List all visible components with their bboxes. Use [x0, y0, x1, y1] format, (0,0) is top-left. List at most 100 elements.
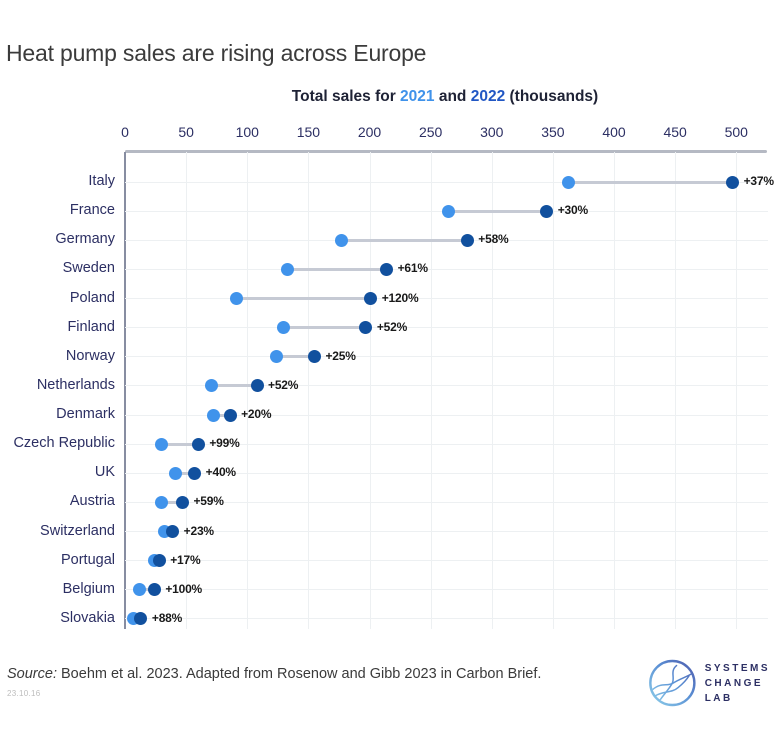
change-label: +120%: [381, 290, 419, 305]
grid-hline: [125, 356, 768, 358]
dumbbell-connector: [161, 442, 199, 446]
change-label: +52%: [268, 377, 299, 392]
dot-2021: [281, 262, 295, 276]
dot-2022: [460, 233, 474, 247]
change-label: +17%: [170, 552, 201, 567]
grid-vline: [614, 152, 615, 629]
country-label: Netherlands: [36, 376, 115, 393]
dot-2022: [726, 175, 740, 189]
dot-2022: [166, 525, 180, 539]
grid-hline: [125, 589, 768, 591]
dot-2022: [175, 495, 189, 509]
grid-hline: [125, 414, 768, 416]
country-label: Italy: [88, 173, 115, 189]
logo-line-1: SYSTEMS: [704, 662, 770, 674]
grid-hline: [125, 327, 768, 329]
dumbbell-connector: [213, 413, 231, 417]
x-tick-label: 250: [418, 124, 443, 140]
dumbbell-connector: [161, 500, 183, 504]
dumbbell-connector: [287, 267, 387, 271]
change-label: +88%: [151, 610, 183, 625]
country-label: Austria: [69, 493, 115, 510]
logo-globe-icon: [649, 659, 696, 707]
grid-hline: [125, 501, 768, 503]
grid-vline: [430, 152, 432, 629]
x-tick-label: 0: [121, 124, 129, 140]
country-label: Czech Republic: [13, 435, 115, 452]
grid-vline: [186, 152, 188, 629]
dumbbell-connector: [448, 209, 547, 213]
dumbbell-connector: [276, 355, 315, 359]
subtitle-prefix: Total sales for: [291, 88, 401, 105]
systems-change-lab-logo: SYSTEMS CHANGE LAB: [648, 655, 770, 711]
grid-vline: [308, 152, 310, 629]
country-label: Sweden: [62, 260, 115, 277]
grid-vline: [736, 152, 738, 629]
dot-2022: [307, 350, 321, 364]
x-tick-label: 300: [480, 124, 504, 140]
dot-2022: [147, 583, 161, 597]
x-tick-label: 200: [357, 124, 382, 140]
grid-vline: [369, 152, 371, 629]
grid-hline: [125, 268, 768, 270]
dot-2021: [205, 379, 219, 393]
grid-hline: [125, 443, 768, 445]
country-label: UK: [94, 464, 115, 481]
x-tick-label: 400: [602, 124, 626, 140]
grid-hline: [125, 298, 768, 300]
change-label: +25%: [325, 348, 356, 363]
country-label: Denmark: [56, 406, 115, 423]
grid-vline: [247, 152, 249, 629]
dot-2022: [134, 612, 148, 626]
change-label: +40%: [205, 465, 236, 480]
grid-vline: [552, 152, 554, 629]
grid-hline: [125, 618, 768, 620]
dot-2021: [229, 292, 243, 306]
dot-2021: [133, 583, 147, 597]
dot-2022: [380, 262, 394, 276]
dot-2022: [223, 408, 237, 422]
dot-2022: [364, 292, 378, 306]
change-label: +59%: [193, 494, 224, 509]
figure-id: 23.10.16: [7, 689, 41, 698]
change-label: +61%: [397, 261, 428, 276]
chart-title: Heat pump sales are rising across Europe: [6, 40, 427, 66]
subtitle-year-2021: 2021: [400, 88, 435, 105]
x-tick-label: 50: [178, 124, 194, 140]
grid-vline: [491, 152, 493, 629]
dumbbell-connector: [283, 326, 366, 330]
grid-vline: [675, 152, 677, 629]
dot-2022: [188, 466, 202, 480]
source-label: Source:: [7, 666, 57, 682]
dot-2021: [442, 204, 456, 218]
grid-hline: [125, 385, 768, 387]
country-label: Switzerland: [40, 522, 115, 539]
dumbbell-connector: [211, 384, 258, 388]
change-label: +99%: [209, 436, 240, 451]
country-label: Belgium: [62, 580, 115, 597]
dot-2021: [270, 350, 284, 364]
source-note: Source: Boehm et al. 2023. Adapted from …: [7, 666, 541, 682]
x-tick-label: 350: [541, 124, 565, 140]
change-label: +37%: [743, 174, 774, 188]
dumbbell-connector: [175, 471, 195, 475]
grid-hline: [125, 531, 768, 533]
dumbbell-connector: [236, 297, 371, 301]
dot-2021: [155, 495, 169, 509]
dot-2022: [152, 554, 166, 568]
x-tick-label: 150: [296, 124, 321, 140]
logo-wordmark: SYSTEMS CHANGE LAB: [705, 661, 770, 706]
country-label: Finland: [67, 318, 115, 335]
dumbbell-connector: [139, 588, 155, 592]
subtitle-year-2022: 2022: [470, 88, 506, 105]
dot-2022: [191, 437, 205, 451]
x-tick-label: 450: [663, 124, 687, 140]
country-label: Norway: [65, 347, 115, 364]
y-axis-line: [124, 152, 126, 629]
x-axis-line: [125, 150, 767, 153]
grid-hline: [125, 560, 768, 562]
x-tick-label: 500: [724, 124, 748, 140]
country-label: Slovakia: [60, 609, 115, 626]
dot-2021: [334, 233, 348, 247]
dot-2022: [359, 321, 373, 335]
